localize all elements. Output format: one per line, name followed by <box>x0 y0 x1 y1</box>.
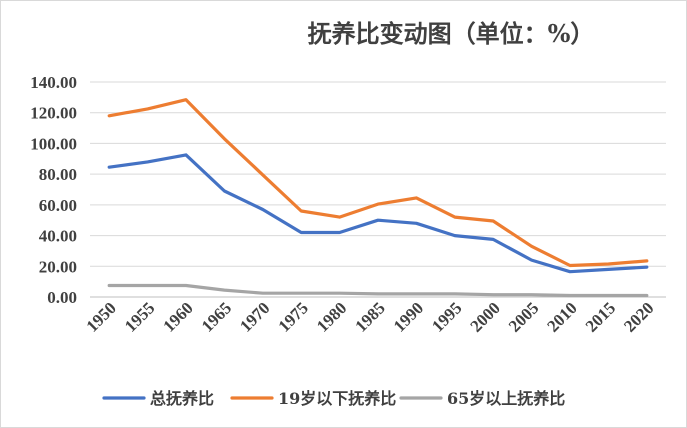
y-axis-ticks: 0.00 20.00 40.00 60.00 80.00 100.00 120.00 140.… <box>30 73 77 307</box>
legend-label: 19岁以下抚养比 <box>278 389 396 408</box>
x-tick-label: 1950 <box>83 298 120 335</box>
x-tick-label: 1955 <box>121 298 158 335</box>
x-tick-label: 1990 <box>390 298 427 335</box>
y-tick-label: 100.00 <box>30 134 77 153</box>
x-tick-label: 1960 <box>159 298 196 335</box>
y-tick-label: 0.00 <box>47 288 77 307</box>
legend-label: 65岁以上抚养比 <box>447 389 565 408</box>
y-tick-label: 40.00 <box>39 227 77 246</box>
y-tick-label: 140.00 <box>30 73 77 92</box>
series-lines <box>107 98 649 298</box>
x-tick-label: 1995 <box>428 298 465 335</box>
chart-title: 抚养比变动图（单位：%） <box>308 19 595 48</box>
y-tick-label: 60.00 <box>39 196 77 215</box>
x-tick-label: 2000 <box>467 298 504 335</box>
gridlines <box>90 81 666 298</box>
y-tick-label: 80.00 <box>39 165 77 184</box>
series-line-2 <box>107 283 649 298</box>
x-tick-label: 1975 <box>275 298 312 335</box>
series-line-0 <box>107 153 649 274</box>
x-tick-label: 2015 <box>582 298 619 335</box>
y-tick-label: 20.00 <box>39 257 77 276</box>
x-tick-label: 1970 <box>236 298 273 335</box>
x-tick-label: 1985 <box>351 298 388 335</box>
x-tick-label: 1965 <box>198 298 235 335</box>
legend-label: 总抚养比 <box>150 389 214 408</box>
x-tick-label: 2005 <box>505 298 542 335</box>
y-tick-label: 120.00 <box>30 104 77 123</box>
x-tick-label: 1980 <box>313 298 350 335</box>
x-axis-ticks: 1950 1955 1960 1965 1970 1975 1980 1985 1990 1995… <box>83 298 658 335</box>
x-tick-label: 2010 <box>543 298 580 335</box>
series-line-1 <box>107 98 649 268</box>
legend: 总抚养比 19岁以下抚养比 65岁以上抚养比 <box>102 389 565 408</box>
x-tick-label: 2020 <box>620 298 657 335</box>
